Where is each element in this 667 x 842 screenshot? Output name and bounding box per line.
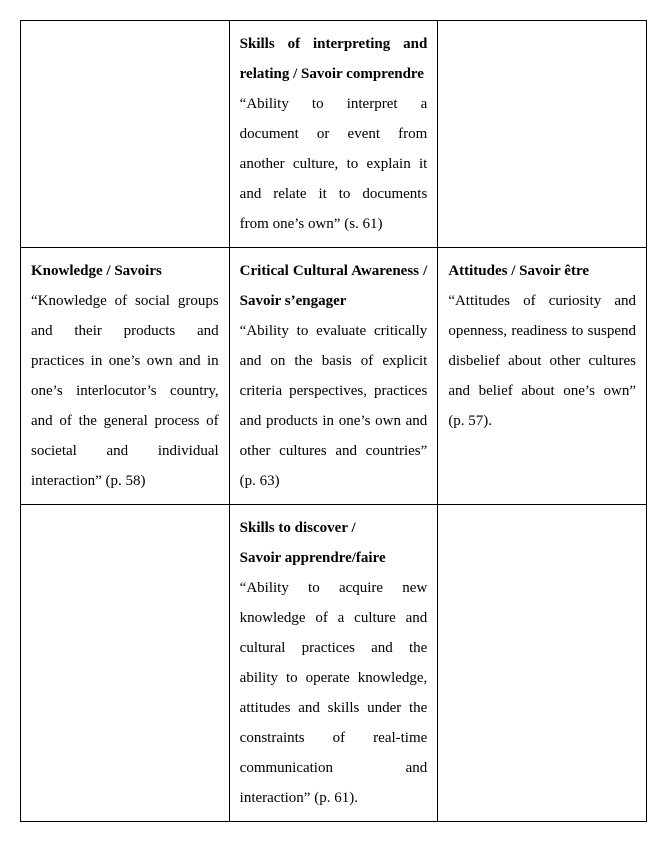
cell-body: “Knowledge of social groups and their pr…: [31, 293, 219, 489]
cell-body: “Ability to interpret a document or even…: [240, 96, 428, 232]
cell-title2: Savoir apprendre/faire: [240, 550, 386, 566]
cell-r2-c0: [21, 505, 230, 822]
cell-r1-c2: Attitudes / Savoir être “Attitudes of cu…: [438, 248, 647, 505]
table-row: Skills of interpreting and relating / Sa…: [21, 21, 647, 248]
cell-title: Skills of interpreting and relating / Sa…: [240, 36, 428, 82]
savoirs-table: Skills of interpreting and relating / Sa…: [20, 20, 647, 822]
cell-r0-c2: [438, 21, 647, 248]
cell-r1-c1: Critical Cultural Awareness / Savoir s’e…: [229, 248, 438, 505]
cell-r2-c2: [438, 505, 647, 822]
cell-body: “Attitudes of curiosity and openness, re…: [448, 293, 636, 429]
cell-r2-c1: Skills to discover / Savoir apprendre/fa…: [229, 505, 438, 822]
table-row: Knowledge / Savoirs “Knowledge of social…: [21, 248, 647, 505]
cell-title: Critical Cultural Awareness / Savoir s’e…: [240, 263, 428, 309]
cell-r1-c0: Knowledge / Savoirs “Knowledge of social…: [21, 248, 230, 505]
cell-body: “Ability to evaluate critically and on t…: [240, 323, 428, 489]
cell-r0-c1: Skills of interpreting and relating / Sa…: [229, 21, 438, 248]
cell-title: Knowledge / Savoirs: [31, 263, 162, 279]
cell-r0-c0: [21, 21, 230, 248]
cell-body: “Ability to acquire new knowledge of a c…: [240, 580, 428, 806]
cell-title: Attitudes / Savoir être: [448, 263, 589, 279]
table-row: Skills to discover / Savoir apprendre/fa…: [21, 505, 647, 822]
cell-title: Skills to discover /: [240, 520, 356, 536]
